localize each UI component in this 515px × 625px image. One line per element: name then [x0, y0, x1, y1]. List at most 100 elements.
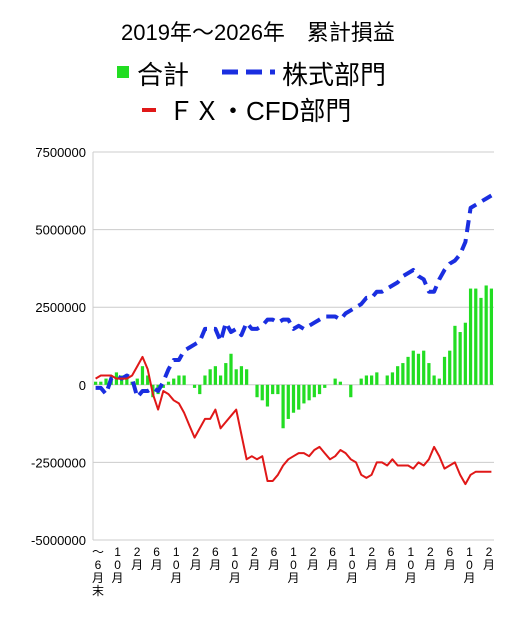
- bar-total: [375, 372, 379, 385]
- bar-total: [364, 375, 369, 385]
- bar-total: [479, 297, 483, 385]
- bar-total: [416, 353, 421, 385]
- bar-total: [245, 369, 249, 385]
- bar-total: [192, 384, 197, 388]
- bar-total: [396, 366, 400, 385]
- bar-total: [422, 350, 426, 385]
- bar-total: [442, 356, 447, 385]
- bar-total: [135, 378, 139, 385]
- bar-total: [317, 384, 322, 395]
- bar-total: [385, 375, 389, 385]
- bar-total: [427, 363, 431, 385]
- bar-total: [198, 384, 202, 395]
- bar-total: [370, 375, 374, 385]
- bar-total: [161, 384, 165, 388]
- y-axis: 7500000 5000000 2500000 0 -2500000 -5000000: [31, 145, 86, 548]
- y-tick-label: 7500000: [35, 145, 86, 160]
- bar-total: [146, 375, 150, 385]
- bar-total: [390, 372, 395, 385]
- bar-total: [265, 384, 270, 407]
- bar-total: [411, 350, 415, 385]
- bar-total: [338, 381, 342, 385]
- bar-total: [99, 381, 103, 385]
- series-fx-line: [95, 355, 492, 486]
- series-stock-line: [95, 193, 493, 400]
- y-tick-label: 0: [79, 378, 86, 393]
- bar-total: [453, 325, 457, 385]
- y-tick-label: -5000000: [31, 533, 86, 548]
- bar-total: [140, 366, 145, 385]
- bar-total: [349, 384, 353, 398]
- bar-total: [437, 378, 441, 385]
- bar-total: [93, 381, 98, 385]
- y-tick-label: 5000000: [35, 223, 86, 238]
- bar-total: [218, 375, 223, 385]
- bar-total: [307, 384, 311, 401]
- bar-total: [302, 384, 306, 404]
- x-tick-label: ～ 6 月末: [92, 545, 104, 598]
- chart-title: 2019年～2026年 累計損益: [121, 20, 395, 45]
- bar-total: [182, 375, 186, 385]
- x-axis: ～ 6 月末 1 0 月 2 月 6 月 1 0 月 2 月 6 月 1 0 月 2 月 6 月 1 0 月 2 月 6 月 1 0 月 2 月 6 月 1…: [92, 545, 495, 598]
- bar-total: [432, 375, 436, 385]
- y-tick-label: -2500000: [31, 455, 86, 470]
- bar-total: [286, 384, 290, 419]
- bar-total: [281, 384, 285, 429]
- bar-total: [484, 285, 488, 385]
- bar-total: [468, 288, 473, 385]
- grid: [92, 151, 494, 541]
- legend-swatch-total: [117, 66, 129, 78]
- bar-total: [208, 369, 212, 385]
- bar-total: [172, 378, 176, 385]
- y-tick-label: 2500000: [35, 300, 86, 315]
- bar-total: [297, 384, 301, 410]
- bar-total: [224, 363, 228, 385]
- bar-total: [125, 378, 129, 385]
- series-lines: [95, 193, 493, 486]
- bar-total: [229, 353, 233, 385]
- legend-label-fx: ＦＸ・CFD部門: [168, 96, 351, 126]
- bar-total: [401, 363, 405, 385]
- bar-total: [177, 375, 181, 385]
- bar-total: [359, 378, 363, 385]
- bar-total: [291, 384, 296, 413]
- bar-total: [213, 366, 217, 385]
- bar-total: [463, 322, 467, 385]
- bar-total: [489, 288, 494, 385]
- bar-total: [166, 381, 171, 385]
- bar-total: [323, 384, 327, 388]
- bar-total: [234, 369, 238, 385]
- bar-total: [406, 356, 410, 385]
- legend-label-stock: 株式部門: [282, 60, 386, 90]
- bar-total: [458, 332, 462, 385]
- bar-total: [239, 366, 244, 385]
- legend-label-total: 合計: [137, 60, 189, 90]
- bar-total: [474, 288, 478, 385]
- bar-total: [271, 384, 275, 395]
- bar-total: [255, 384, 259, 398]
- bar-total: [312, 384, 316, 398]
- bar-total: [203, 375, 207, 385]
